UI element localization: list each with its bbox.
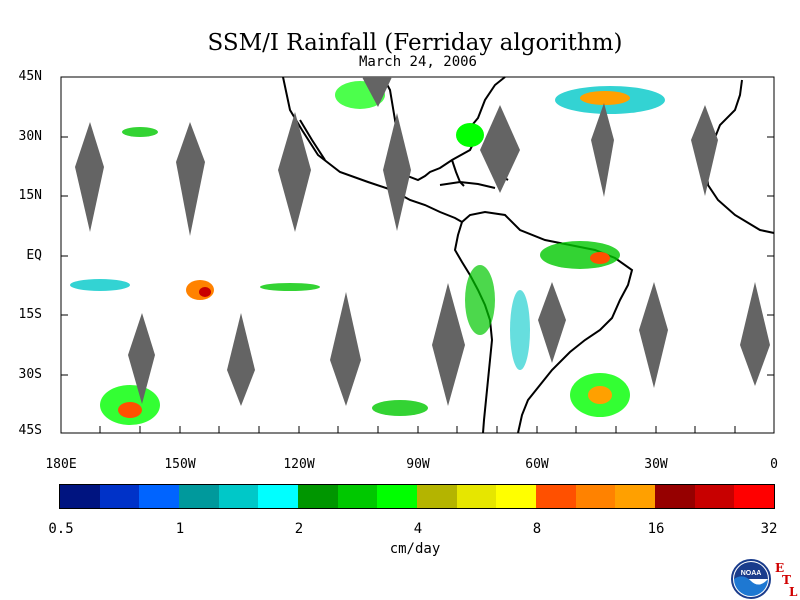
lat-label-15s: 15S	[18, 307, 42, 322]
missing-data-swaths	[75, 77, 770, 406]
colorbar-cell-15	[655, 485, 695, 508]
lat-label-eq: EQ	[26, 248, 42, 263]
colorbar-cell-1	[99, 485, 140, 508]
colorbar-tick-label: 0.5	[48, 521, 74, 537]
lat-label-15n: 15N	[18, 188, 42, 203]
colorbar-cell-3	[179, 485, 219, 508]
lon-label-0: 0	[770, 457, 778, 472]
colorbar-tick-label: 1	[175, 521, 185, 537]
colorbar-cell-12	[536, 485, 576, 508]
colorbar-tick-label: 4	[413, 521, 423, 537]
lon-label-30w: 30W	[644, 457, 668, 472]
colorbar-cell-14	[615, 485, 656, 508]
rain-features	[70, 81, 665, 425]
colorbar-cell-11	[496, 485, 537, 508]
colorbar-cell-5	[258, 485, 299, 508]
colorbar-tick-label: 16	[647, 521, 665, 537]
lon-tick-marks	[99, 426, 736, 433]
etl-letter-t: T	[782, 573, 791, 587]
colorbar-cell-16	[694, 485, 735, 508]
colorbar-tick-label: 2	[294, 521, 304, 537]
colorbar-cell-17	[734, 485, 775, 508]
colorbar-cell-2	[139, 485, 180, 508]
colorbar-tick-label: 8	[532, 521, 542, 537]
colorbar-cell-13	[575, 485, 616, 508]
map-title: SSM/I Rainfall (Ferriday algorithm)	[207, 30, 623, 56]
lon-label-60w: 60W	[525, 457, 549, 472]
colorbar-cell-7	[337, 485, 378, 508]
lon-label-90w: 90W	[406, 457, 430, 472]
map-frame	[60, 76, 775, 434]
etl-letter-l: L	[789, 585, 798, 599]
noaa-logo-text: NOAA	[741, 570, 762, 577]
lat-label-30s: 30S	[18, 367, 42, 382]
map-date: March 24, 2006	[358, 54, 477, 70]
colorbar	[59, 484, 775, 509]
colorbar-cell-9	[417, 485, 457, 508]
colorbar-cell-10	[456, 485, 497, 508]
colorbar-cell-6	[298, 485, 338, 508]
lat-label-45s: 45S	[18, 423, 42, 438]
lon-label-180e: 180E	[45, 457, 77, 472]
colorbar-tick-label: 32	[760, 521, 778, 537]
colorbar-cell-4	[218, 485, 259, 508]
colorbar-units: cm/day	[389, 541, 441, 557]
lon-label-150w: 150W	[164, 457, 196, 472]
etl-letter-e: E	[775, 561, 785, 575]
lat-label-45n: 45N	[18, 69, 42, 84]
colorbar-cell-0	[60, 485, 100, 508]
lat-label-30n: 30N	[18, 129, 42, 144]
lon-label-120w: 120W	[283, 457, 315, 472]
lat-tick-marks	[61, 136, 774, 376]
noaa-logo-icon: NOAA	[731, 559, 771, 599]
colorbar-cell-8	[377, 485, 418, 508]
